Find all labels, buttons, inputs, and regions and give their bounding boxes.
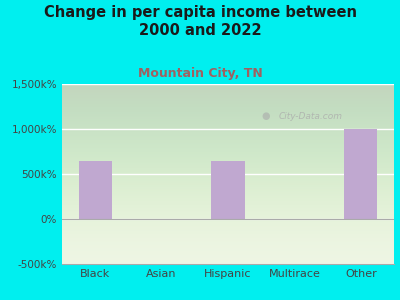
Text: ●: ● <box>262 111 270 122</box>
Bar <box>212 160 245 219</box>
Text: City-Data.com: City-Data.com <box>279 112 343 121</box>
Bar <box>344 129 378 219</box>
Text: Change in per capita income between
2000 and 2022: Change in per capita income between 2000… <box>44 4 356 38</box>
Bar <box>78 160 112 219</box>
Text: Mountain City, TN: Mountain City, TN <box>138 68 262 80</box>
